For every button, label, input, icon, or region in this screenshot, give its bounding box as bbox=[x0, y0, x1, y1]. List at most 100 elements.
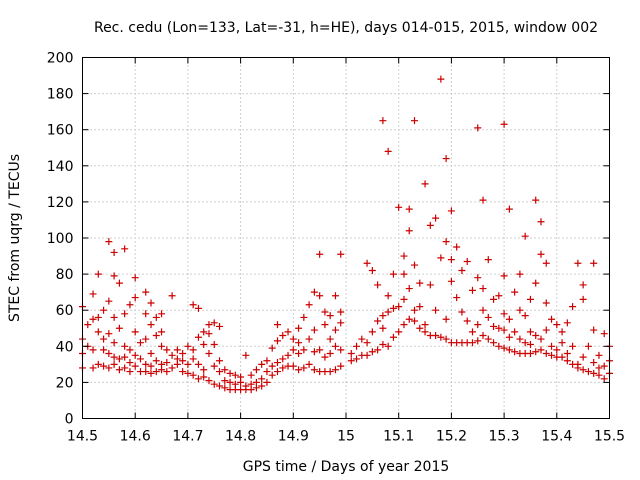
data-point bbox=[173, 346, 181, 354]
data-point bbox=[558, 353, 566, 361]
data-point bbox=[389, 304, 397, 312]
data-point bbox=[289, 362, 297, 370]
data-point bbox=[432, 306, 440, 314]
data-point bbox=[295, 350, 303, 358]
data-point bbox=[105, 297, 113, 305]
data-point bbox=[147, 369, 155, 377]
data-point bbox=[579, 295, 587, 303]
data-point bbox=[273, 368, 281, 376]
data-point bbox=[321, 321, 329, 329]
data-point bbox=[490, 295, 498, 303]
data-point bbox=[379, 324, 387, 332]
data-point bbox=[437, 333, 445, 341]
data-point bbox=[553, 321, 561, 329]
data-point bbox=[379, 117, 387, 125]
data-point bbox=[110, 272, 118, 280]
data-point bbox=[542, 350, 550, 358]
data-point bbox=[147, 321, 155, 329]
data-point bbox=[468, 339, 476, 347]
data-point bbox=[289, 346, 297, 354]
data-point bbox=[584, 342, 592, 350]
data-point bbox=[136, 339, 144, 347]
data-point bbox=[574, 259, 582, 267]
data-point bbox=[121, 364, 129, 372]
data-point bbox=[405, 227, 413, 235]
data-point bbox=[542, 326, 550, 334]
data-point bbox=[579, 353, 587, 361]
data-point bbox=[110, 248, 118, 256]
data-point bbox=[458, 308, 466, 316]
data-point bbox=[105, 364, 113, 372]
data-point bbox=[537, 250, 545, 258]
data-point bbox=[300, 364, 308, 372]
data-point bbox=[110, 353, 118, 361]
data-point bbox=[268, 344, 276, 352]
data-point bbox=[121, 245, 129, 253]
data-point bbox=[505, 333, 513, 341]
data-point bbox=[326, 350, 334, 358]
data-point bbox=[273, 321, 281, 329]
data-point bbox=[537, 335, 545, 343]
data-point bbox=[453, 243, 461, 251]
data-point bbox=[416, 324, 424, 332]
data-point bbox=[221, 366, 229, 374]
data-point bbox=[210, 362, 218, 370]
data-point bbox=[263, 368, 271, 376]
data-point bbox=[100, 362, 108, 370]
data-point bbox=[537, 218, 545, 226]
data-point bbox=[179, 350, 187, 358]
data-point bbox=[395, 328, 403, 336]
data-point bbox=[411, 306, 419, 314]
axis-ticks bbox=[82, 57, 610, 419]
data-point bbox=[521, 232, 529, 240]
data-point bbox=[463, 317, 471, 325]
x-tick-label: 14.5 bbox=[67, 429, 98, 445]
data-point bbox=[189, 355, 197, 363]
data-point bbox=[189, 346, 197, 354]
data-point bbox=[105, 330, 113, 338]
data-point bbox=[126, 301, 134, 309]
data-point bbox=[595, 351, 603, 359]
data-point bbox=[453, 294, 461, 302]
data-point bbox=[579, 366, 587, 374]
data-point bbox=[121, 310, 129, 318]
y-tick-label: 140 bbox=[47, 159, 74, 175]
data-point bbox=[163, 359, 171, 367]
data-point bbox=[495, 342, 503, 350]
data-point bbox=[184, 369, 192, 377]
x-tick-label: 15.1 bbox=[383, 429, 414, 445]
data-point bbox=[237, 373, 245, 381]
data-point bbox=[558, 339, 566, 347]
data-point bbox=[384, 308, 392, 316]
data-point bbox=[505, 315, 513, 323]
data-point bbox=[189, 371, 197, 379]
data-point bbox=[574, 360, 582, 368]
data-point bbox=[421, 328, 429, 336]
data-point bbox=[516, 306, 524, 314]
data-point bbox=[200, 340, 208, 348]
data-point bbox=[331, 292, 339, 300]
data-point bbox=[310, 288, 318, 296]
data-point bbox=[337, 250, 345, 258]
data-point bbox=[400, 295, 408, 303]
data-point bbox=[205, 321, 213, 329]
data-point bbox=[337, 362, 345, 370]
data-point bbox=[168, 364, 176, 372]
data-point bbox=[590, 326, 598, 334]
data-point bbox=[89, 364, 97, 372]
data-point bbox=[284, 351, 292, 359]
data-point bbox=[337, 308, 345, 316]
data-point bbox=[258, 382, 266, 390]
data-point bbox=[331, 366, 339, 374]
data-point bbox=[495, 292, 503, 300]
data-point bbox=[368, 266, 376, 274]
data-point bbox=[479, 196, 487, 204]
data-point bbox=[142, 335, 150, 343]
data-point bbox=[252, 366, 260, 374]
data-point bbox=[131, 328, 139, 336]
data-point bbox=[131, 294, 139, 302]
data-point bbox=[168, 292, 176, 300]
data-point bbox=[216, 368, 224, 376]
data-point bbox=[358, 335, 366, 343]
data-point bbox=[479, 331, 487, 339]
